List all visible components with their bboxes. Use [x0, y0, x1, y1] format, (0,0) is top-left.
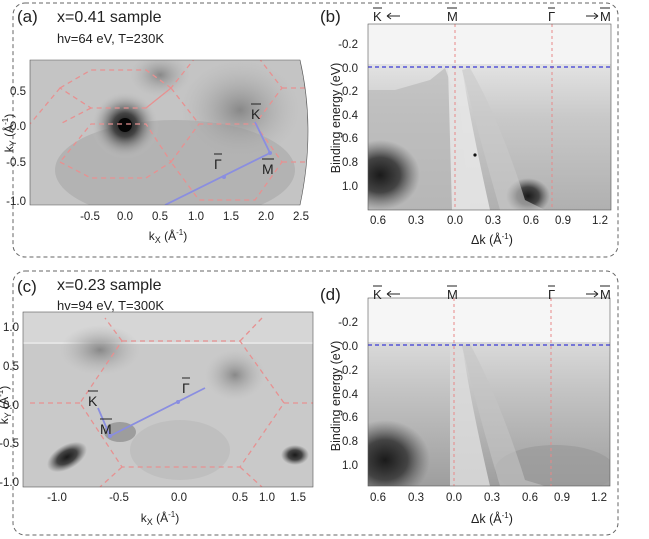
panel-b-top-K: K [373, 9, 382, 24]
panel-c-image [23, 312, 313, 487]
panel-b-ytick: 0.8 [342, 157, 358, 169]
panel-b-ytick: 0.0 [342, 63, 358, 75]
panel-b-xtick: 0.3 [408, 215, 424, 227]
panel-d-xtick: 0.6 [370, 492, 386, 504]
panel-c-letter: (c) [17, 277, 37, 296]
panel-a-ylabel: kY (Å-1) [1, 114, 18, 152]
panel-b-top-G: Γ [548, 9, 555, 24]
panel-c-point-G: Γ [182, 380, 190, 396]
panel-d-ytick: 1.0 [342, 460, 358, 472]
panel-a-xtick: 2.0 [258, 211, 274, 223]
panel-b-xtick: 1.2 [592, 215, 608, 227]
panel-a-xtick: 0.5 [152, 211, 168, 223]
panel-d-xtick: 0.6 [522, 492, 538, 504]
panel-d-xtick: 0.0 [446, 492, 462, 504]
panel-d-top-M: M [447, 287, 458, 302]
panel-b-ytick: 1.0 [342, 181, 358, 193]
panel-c-xtick: 0.0 [171, 492, 187, 504]
panel-c-conditions: hv=94 eV, T=300K [57, 298, 164, 313]
panel-b-ytick: -0.2 [338, 39, 358, 51]
panel-a-sample: x=0.41 sample [57, 9, 162, 26]
panel-b-ytick: 0.2 [342, 86, 358, 98]
panel-c-sample: x=0.23 sample [57, 277, 162, 294]
panel-b-ylabel: Binding energy (eV) [329, 63, 343, 173]
panel-a-ytick: 0.5 [10, 86, 26, 98]
panel-b-xtick: 0.6 [370, 215, 386, 227]
panel-c-point-K: K [88, 393, 98, 409]
panel-b-top-M: M [447, 9, 458, 24]
panel-b-top-M-right: M [600, 9, 611, 24]
panel-a-conditions: hv=64 eV, T=230K [57, 31, 164, 46]
panel-c-xtick: -1.0 [47, 492, 67, 504]
panel-b-ytick: 0.6 [342, 133, 358, 145]
panel-b-xtick: 0.3 [485, 215, 501, 227]
panel-c-xtick: 0.5 [232, 492, 248, 504]
panel-d-ylabel: Binding energy (eV) [329, 341, 343, 451]
panel-d-xtick: 1.2 [591, 492, 607, 504]
panel-c-ytick: 0.5 [3, 361, 19, 373]
panel-d-xtick: 0.3 [484, 492, 500, 504]
panel-a-xtick: 2.5 [293, 211, 309, 223]
panel-c-point-M: M [100, 421, 112, 437]
panel-a-point-M: M [262, 161, 274, 177]
panel-c-ytick: 1.0 [3, 322, 19, 334]
panel-b-xtick: 0.6 [523, 215, 539, 227]
panel-c-xtick: 1.5 [290, 492, 306, 504]
panel-a-xtick: 1.0 [188, 211, 204, 223]
panel-d-image [368, 298, 610, 486]
panel-a-image [30, 60, 308, 205]
panel-a-point-G: Γ [214, 156, 222, 172]
panel-d-xlabel: Δk (Å-1) [471, 511, 513, 526]
panel-c-ytick: -1.0 [0, 477, 19, 489]
panel-a-xtick: 0.0 [117, 211, 133, 223]
panel-d-xtick: 0.9 [554, 492, 570, 504]
panel-a-ytick: 0.0 [10, 121, 26, 133]
panel-c-ylabel: kY (Å-1) [0, 386, 13, 424]
panel-c-ytick: 0.0 [3, 400, 19, 412]
panel-a-fermi-map: (a) x=0.41 sample hv=64 eV, T=230K 0.5 0… [1, 7, 309, 245]
top-panel-frame [12, 2, 619, 258]
panel-b-xtick: 0.9 [555, 215, 571, 227]
panel-d-top-M-right: M [600, 287, 611, 302]
panel-c-xtick: -0.5 [109, 492, 129, 504]
panel-b-xlabel: Δk (Å-1) [471, 232, 513, 247]
panel-d-ytick: 0.4 [342, 389, 359, 401]
bottom-panel-frame [12, 270, 619, 536]
panel-a-point-K: K [251, 106, 261, 122]
panel-d-ytick: 0.8 [342, 436, 358, 448]
panel-d-ytick: 0.6 [342, 412, 358, 424]
panel-b-letter: (b) [320, 7, 341, 26]
panel-d-ytick: 0.2 [342, 365, 358, 377]
panel-d-top-K: K [373, 287, 382, 302]
panel-c-xlabel: kX (Å-1) [141, 510, 179, 527]
panel-b-image [368, 24, 611, 210]
panel-d-letter: (d) [320, 285, 341, 304]
panel-c-xtick: 1.0 [259, 492, 275, 504]
panel-c-fermi-map: (c) x=0.23 sample hv=94 eV, T=300K 1.0 0… [0, 277, 314, 527]
panel-b-dispersion: (b) K M Γ M -0.2 0.0 0.2 0.4 0.6 0.8 1.0… [320, 7, 612, 247]
panel-d-ytick: -0.2 [338, 317, 358, 329]
panel-a-xtick: -0.5 [80, 211, 100, 223]
panel-d-ytick: 0.0 [342, 341, 358, 353]
panel-d-dispersion: (d) K M Γ M -0.2 0.0 0.2 0.4 0.6 0.8 1.0… [320, 285, 611, 526]
panel-a-xlabel: kX (Å-1) [149, 228, 187, 245]
panel-b-xtick: 0.0 [447, 215, 463, 227]
panel-d-xtick: 0.3 [408, 492, 424, 504]
panel-d-top-G: Γ [548, 287, 555, 302]
panel-a-letter: (a) [17, 7, 38, 26]
panel-b-ytick: 0.4 [342, 110, 359, 122]
panel-a-ytick: -0.5 [6, 157, 26, 169]
panel-c-ytick: -0.5 [0, 438, 19, 450]
panel-a-xtick: 1.5 [223, 211, 239, 223]
panel-a-ytick: -1.0 [6, 196, 26, 208]
